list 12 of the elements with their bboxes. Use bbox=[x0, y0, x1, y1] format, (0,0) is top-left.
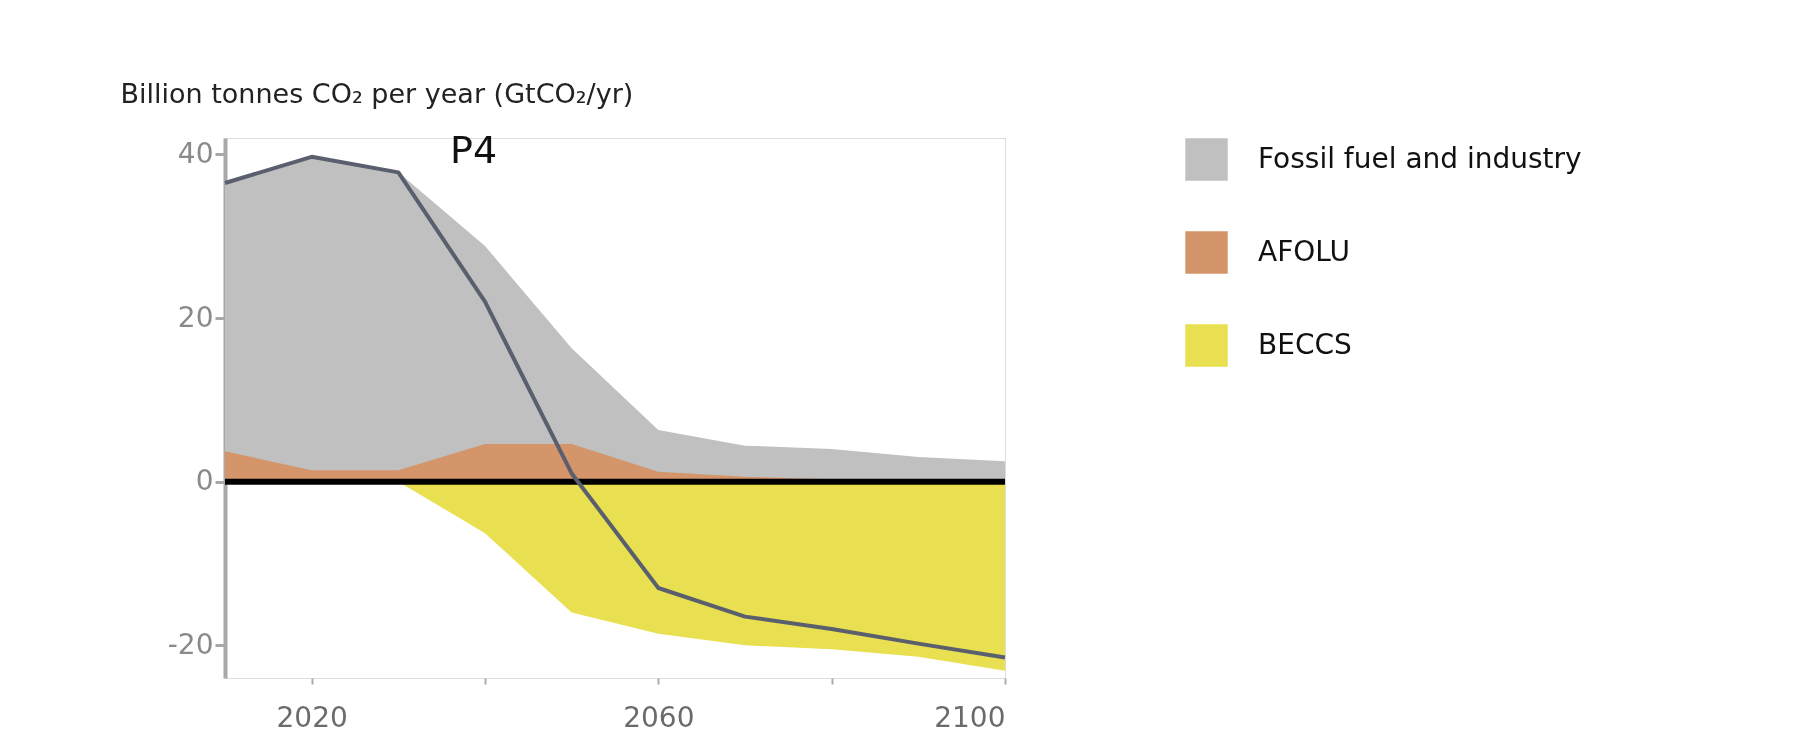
annotation: P4 bbox=[450, 128, 498, 172]
legend-label: BECCS bbox=[1258, 327, 1352, 361]
legend-label: AFOLU bbox=[1258, 234, 1350, 268]
y-tick-label: 40 bbox=[177, 136, 214, 170]
legend-label: Fossil fuel and industry bbox=[1258, 141, 1582, 175]
x-tick-label: 2020 bbox=[276, 700, 348, 734]
x-tick-label: 2100 bbox=[934, 700, 1006, 734]
y-tick-label: -20 bbox=[167, 627, 214, 661]
y-tick-label: 0 bbox=[195, 464, 214, 498]
y-tick-label: 20 bbox=[177, 300, 214, 334]
x-tick-label: 2060 bbox=[623, 700, 695, 734]
y-axis-title: Billion tonnes CO₂ per year (GtCO₂/yr) bbox=[120, 77, 634, 109]
